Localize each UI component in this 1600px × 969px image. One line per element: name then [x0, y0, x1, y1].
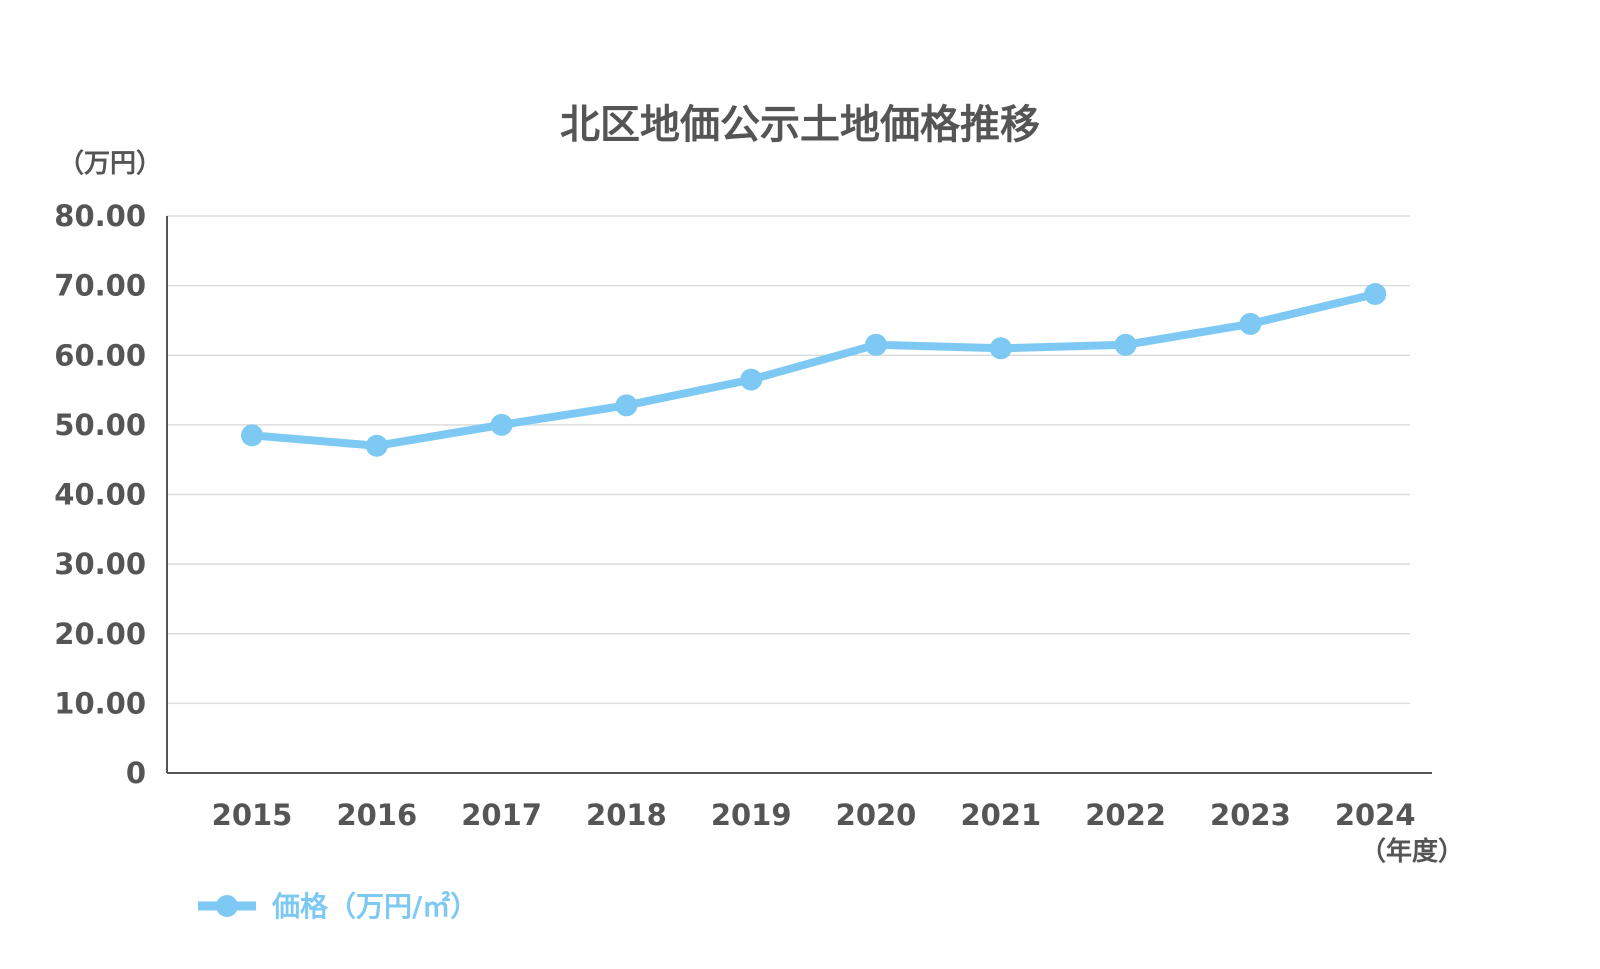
y-tick-label-10: 10.00: [54, 686, 146, 720]
data-point-2022: [1114, 333, 1137, 356]
data-point-2019: [740, 368, 763, 391]
data-point-2023: [1239, 312, 1262, 335]
x-tick-label-2017: 2017: [461, 798, 542, 832]
x-tick-label-2020: 2020: [836, 798, 917, 832]
x-tick-label-2022: 2022: [1085, 798, 1166, 832]
axes: [166, 216, 1432, 774]
y-tick-label-60: 60.00: [54, 338, 146, 372]
legend[interactable]: 価格（万円/㎡）: [198, 890, 478, 923]
y-tick-label-50: 50.00: [54, 408, 146, 442]
x-tick-label-2021: 2021: [960, 798, 1041, 832]
data-point-2018: [615, 394, 638, 417]
x-tick-label-2018: 2018: [586, 798, 667, 832]
data-point-2015: [241, 424, 263, 447]
y-tick-label-0: 0: [126, 756, 146, 790]
y-tick-label-70: 70.00: [54, 269, 146, 303]
legend-series-label: 価格（万円/㎡）: [271, 890, 478, 923]
data-point-2016: [365, 434, 388, 457]
data-point-2024: [1364, 282, 1387, 305]
y-tick-label-20: 20.00: [54, 617, 146, 651]
x-tick-label-2024: 2024: [1335, 798, 1416, 832]
y-tick-label-80: 80.00: [54, 199, 146, 233]
y-axis-ticks: 0 10.00 20.00 30.00 40.00 50.00 60.00 70.00 80.0…: [54, 199, 146, 790]
x-tick-label-2015: 2015: [212, 798, 293, 832]
data-point-2021: [989, 337, 1012, 360]
series-layer: [241, 282, 1387, 457]
x-axis-ticks: 2015 2016 2017 2018 2019 2020 2021 2022 2023 2024: [212, 798, 1416, 832]
data-point-2017: [490, 413, 513, 436]
x-tick-label-2019: 2019: [711, 798, 792, 832]
series-line-0: [248, 289, 1380, 450]
y-tick-label-30: 30.00: [54, 547, 146, 581]
legend-dot-marker: [216, 895, 238, 917]
x-tick-label-2023: 2023: [1210, 798, 1291, 832]
grid-lines: [167, 215, 1410, 705]
x-tick-label-2016: 2016: [336, 798, 417, 832]
y-axis-unit-label: （万円）: [58, 149, 162, 179]
data-point-2020: [865, 333, 887, 356]
x-axis-unit-label: （年度）: [1360, 836, 1464, 867]
chart-title: 北区地価公示土地価格推移: [560, 102, 1040, 148]
y-tick-label-40: 40.00: [54, 478, 146, 512]
